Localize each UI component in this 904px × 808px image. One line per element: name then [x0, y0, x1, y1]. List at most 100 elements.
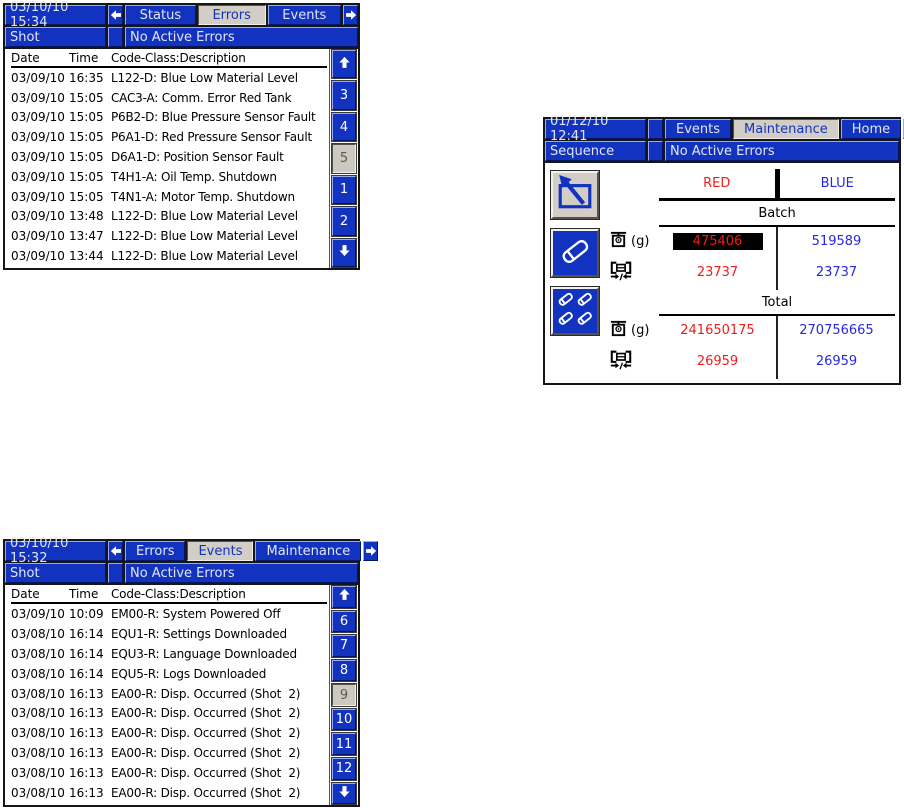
tab[interactable]: Maintenance [733, 119, 839, 139]
event-log-row: 03/08/10 16:13 EA00-R: Disp. Occurred (S… [11, 684, 327, 704]
scroll-up-button[interactable] [331, 48, 357, 80]
down-arrow-icon [338, 244, 351, 261]
event-description: EA00-R: Disp. Occurred (Shot 2) [111, 706, 301, 721]
event-log-row: 03/08/10 16:13 EA00-R: Disp. Occurred (S… [11, 723, 327, 743]
tab[interactable]: Status [125, 5, 196, 25]
spacer-square [108, 563, 123, 583]
right-arrow-icon [365, 542, 377, 561]
tab-scroll-left-button[interactable] [108, 541, 123, 561]
event-log-row: 03/08/10 16:13 EA00-R: Disp. Occurred (S… [11, 763, 327, 783]
error-description: T4N1-A: Motor Temp. Shutdown [111, 189, 295, 204]
maintenance-body: RED BLUE Batch [545, 163, 899, 383]
mode-display: Shot [5, 27, 106, 47]
event-date: 03/08/10 [11, 706, 65, 721]
scroll-down-button[interactable] [331, 237, 357, 268]
spacer-square [108, 27, 123, 47]
errors-tab-bar: 03/10/10 15:34 Status Errors Events [5, 0, 358, 30]
page-button[interactable]: 2 [331, 206, 357, 237]
page-button[interactable]: 1 [331, 174, 357, 206]
tab[interactable]: Events [665, 119, 732, 139]
error-date: 03/09/10 [11, 209, 65, 224]
error-description: L122-D: Blue Low Material Level [111, 249, 298, 264]
page-button[interactable]: 7 [331, 634, 357, 658]
tab[interactable]: Errors [197, 5, 266, 25]
weight-unit-label: (g) [631, 322, 650, 338]
events-status-bar: Shot No Active Errors [5, 563, 358, 583]
batch-rule [659, 224, 895, 227]
mode-display: Shot [5, 563, 106, 583]
active-errors-banner: No Active Errors [125, 27, 358, 47]
scroll-up-button[interactable] [331, 585, 357, 609]
page-button[interactable]: 11 [331, 732, 357, 756]
error-description: T4H1-A: Oil Temp. Shutdown [111, 169, 277, 184]
cycle-counter-icon [609, 349, 633, 375]
page-button[interactable]: 8 [331, 658, 357, 683]
maintenance-tab-bar: 01/12/10 12:41 Events Maintenance Home [545, 114, 904, 144]
error-log-row: 03/09/10 15:05 P6B2-D: Blue Pressure Sen… [11, 108, 327, 128]
error-time: 13:44 [69, 249, 104, 264]
total-section-label: Total [761, 294, 793, 310]
clear-batch-button[interactable] [550, 228, 600, 278]
page-button[interactable]: 9 [331, 683, 357, 707]
tab-scroll-right-button[interactable] [363, 541, 379, 561]
error-description: L122-D: Blue Low Material Level [111, 70, 298, 85]
error-time: 15:05 [69, 110, 104, 125]
active-errors-banner: No Active Errors [125, 563, 358, 583]
exit-button[interactable] [550, 170, 600, 220]
column-divider [776, 315, 778, 345]
scale-icon [609, 319, 628, 342]
event-description: EQU1-R: Settings Downloaded [111, 626, 287, 641]
page-button[interactable]: 12 [331, 756, 357, 781]
error-description: P6A1-D: Red Pressure Sensor Fault [111, 130, 312, 145]
page-button[interactable]: 5 [331, 143, 357, 174]
batch-cycles-row: 23737 23737 [609, 255, 895, 290]
clear-all-button[interactable] [550, 286, 600, 336]
error-date: 03/09/10 [11, 169, 65, 184]
down-arrow-icon [338, 785, 351, 802]
events-log-body: Date Time Code-Class:Description 03/09/1… [5, 585, 358, 806]
batch-blue-cycles: 23737 [815, 265, 858, 281]
events-tab-bar: 03/10/10 15:32 Errors Events Maintenance [5, 536, 379, 566]
event-date: 03/08/10 [11, 626, 65, 641]
scroll-down-button[interactable] [331, 781, 357, 806]
event-date: 03/08/10 [11, 746, 65, 761]
error-time: 15:05 [69, 169, 104, 184]
errors-table: Date Time Code-Class:Description 03/09/1… [5, 49, 329, 268]
spacer-square [648, 119, 663, 139]
error-description: L122-D: Blue Low Material Level [111, 229, 298, 244]
tab[interactable]: Errors [125, 541, 186, 561]
event-log-row: 03/09/10 10:09 EM00-R: System Powered Of… [11, 604, 327, 624]
page-button[interactable]: 6 [331, 609, 357, 634]
tab-scroll-left-button[interactable] [108, 5, 123, 25]
event-description: EQU5-R: Logs Downloaded [111, 666, 267, 681]
quad-eraser-icon [556, 290, 594, 332]
mode-display: Sequence [545, 141, 646, 161]
events-table-header: Date Time Code-Class:Description [11, 587, 327, 604]
datetime-display: 03/10/10 15:32 [5, 536, 106, 566]
tab[interactable]: Home [840, 119, 902, 139]
page-button[interactable]: 10 [331, 707, 357, 732]
error-log-row: 03/09/10 13:47 L122-D: Blue Low Material… [11, 226, 327, 246]
batch-blue-weight: 519589 [811, 233, 862, 249]
tab-scroll-right-button[interactable] [343, 5, 358, 25]
batch-section-label: Batch [758, 205, 796, 221]
error-log-row: 03/09/10 16:35 L122-D: Blue Low Material… [11, 68, 327, 88]
total-rule [659, 313, 895, 316]
error-description: CAC3-A: Comm. Error Red Tank [111, 90, 292, 105]
column-divider [776, 226, 778, 256]
left-arrow-icon [110, 6, 122, 25]
scale-icon [609, 230, 628, 253]
total-cycles-row: 26959 26959 [609, 344, 895, 379]
tab[interactable]: Events [267, 5, 341, 25]
tab[interactable]: Events [187, 541, 254, 561]
error-description: L122-D: Blue Low Material Level [111, 209, 298, 224]
page-button[interactable]: 4 [331, 111, 357, 143]
events-scrollbar: 6 7 8 9 10 11 12 [329, 585, 358, 806]
tab[interactable]: Maintenance [255, 541, 362, 561]
page-button[interactable]: 3 [331, 80, 357, 111]
error-date: 03/09/10 [11, 70, 65, 85]
column-header-description: Code-Class:Description [111, 51, 246, 65]
error-log-row: 03/09/10 15:05 T4N1-A: Motor Temp. Shutd… [11, 187, 327, 207]
event-date: 03/08/10 [11, 726, 65, 741]
error-date: 03/09/10 [11, 110, 65, 125]
